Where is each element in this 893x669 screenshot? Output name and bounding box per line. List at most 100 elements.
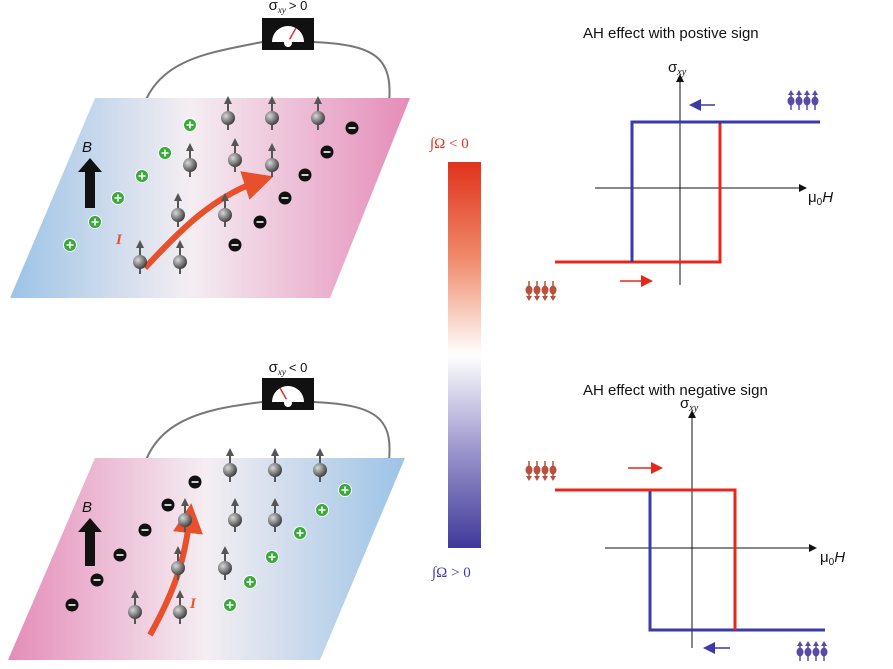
subscript: xy bbox=[277, 367, 286, 377]
relation: > 0 bbox=[289, 0, 307, 13]
spin-head bbox=[221, 193, 229, 201]
plot-negative: AH effect with negative sign σxy μ0H bbox=[555, 382, 845, 654]
subscript: 0 bbox=[817, 197, 823, 208]
mini-spin-head bbox=[797, 641, 803, 646]
spin bbox=[218, 208, 232, 222]
spin-head bbox=[176, 240, 184, 248]
x-axis-label: μ0H bbox=[820, 549, 845, 568]
plus-sign bbox=[66, 241, 74, 249]
current-label: I bbox=[115, 232, 123, 248]
spin bbox=[228, 513, 242, 527]
symbol: μ bbox=[808, 189, 817, 206]
mini-spin bbox=[796, 647, 804, 657]
spin bbox=[311, 111, 325, 125]
relation: < 0 bbox=[289, 360, 307, 375]
spin-head bbox=[221, 546, 229, 554]
colorbar-top-label: ∫Ω < 0 bbox=[429, 136, 469, 152]
mini-spin bbox=[787, 96, 795, 106]
mini-spin-head bbox=[534, 476, 540, 481]
plus-sign bbox=[296, 529, 304, 537]
mini-spin-head bbox=[804, 90, 810, 95]
b-arrow bbox=[78, 158, 102, 208]
decorations bbox=[63, 90, 828, 661]
current-arrow bbox=[142, 171, 274, 271]
plus-sign bbox=[186, 121, 194, 129]
mini-spin-head bbox=[542, 296, 548, 301]
spin bbox=[228, 153, 242, 167]
panel-bottom: σxy < 0 B I bbox=[8, 359, 405, 660]
b-arrow bbox=[78, 518, 102, 566]
spin bbox=[178, 513, 192, 527]
spin-head bbox=[136, 240, 144, 248]
mini-spin bbox=[812, 647, 820, 657]
mini-spin-head bbox=[526, 476, 532, 481]
spin-head bbox=[174, 546, 182, 554]
spin bbox=[173, 255, 187, 269]
spin-head bbox=[268, 96, 276, 104]
mini-spin bbox=[820, 647, 828, 657]
plus-sign bbox=[114, 194, 122, 202]
spin bbox=[171, 561, 185, 575]
loop-blue bbox=[648, 490, 825, 632]
suffix: H bbox=[834, 549, 845, 566]
mini-spin-head bbox=[813, 641, 819, 646]
subscript: 0 bbox=[829, 557, 835, 568]
y-axis-label: σxy bbox=[680, 395, 699, 414]
spin-head bbox=[224, 96, 232, 104]
spin bbox=[265, 158, 279, 172]
plate bbox=[8, 458, 405, 660]
colorbar-gradient bbox=[448, 162, 481, 548]
loop-red bbox=[555, 122, 722, 264]
spin bbox=[133, 255, 147, 269]
mini-spin-head bbox=[788, 90, 794, 95]
mini-spin-head bbox=[534, 296, 540, 301]
spin-head bbox=[316, 448, 324, 456]
symbol: σ bbox=[269, 0, 279, 14]
spin-head bbox=[131, 590, 139, 598]
spin bbox=[268, 513, 282, 527]
panel-top: σxy > 0 B I bbox=[10, 0, 410, 298]
spin-head bbox=[226, 448, 234, 456]
plus-sign bbox=[91, 218, 99, 226]
mini-spin-head bbox=[542, 476, 548, 481]
meter-label: σxy > 0 bbox=[269, 0, 308, 15]
plus-sign bbox=[161, 149, 169, 157]
y-axis-label: σxy bbox=[668, 59, 687, 78]
spin-head bbox=[271, 498, 279, 506]
mini-spin-head bbox=[550, 296, 556, 301]
meter-label: σxy < 0 bbox=[269, 359, 308, 377]
mini-spin-head bbox=[805, 641, 811, 646]
spin bbox=[223, 463, 237, 477]
subscript: xy bbox=[277, 5, 286, 15]
mini-spin-head bbox=[796, 90, 802, 95]
spin bbox=[268, 463, 282, 477]
spin bbox=[265, 111, 279, 125]
spin-head bbox=[186, 143, 194, 151]
mini-spin bbox=[541, 285, 549, 295]
plus-sign bbox=[268, 553, 276, 561]
mini-spin bbox=[803, 96, 811, 106]
symbol: σ bbox=[269, 359, 279, 376]
suffix: H bbox=[822, 189, 833, 206]
mini-spin bbox=[795, 96, 803, 106]
meter-pivot bbox=[284, 39, 292, 47]
plus-sign bbox=[226, 601, 234, 609]
spin bbox=[221, 111, 235, 125]
mini-spin bbox=[525, 465, 533, 475]
mini-spin bbox=[533, 285, 541, 295]
x-axis-label: μ0H bbox=[808, 189, 833, 208]
plot-title: AH effect with postive sign bbox=[583, 25, 759, 42]
mini-spin bbox=[811, 96, 819, 106]
mini-spin-head bbox=[821, 641, 827, 646]
mini-spin-head bbox=[550, 476, 556, 481]
mini-spin bbox=[804, 647, 812, 657]
meter-dial bbox=[272, 26, 304, 42]
meter-dial bbox=[272, 386, 304, 402]
spin-head bbox=[268, 143, 276, 151]
spin-head bbox=[271, 448, 279, 456]
mini-spin bbox=[549, 465, 557, 475]
plus-sign bbox=[246, 578, 254, 586]
spin-head bbox=[176, 590, 184, 598]
colorbar-bottom-label: ∫Ω > 0 bbox=[431, 565, 471, 581]
